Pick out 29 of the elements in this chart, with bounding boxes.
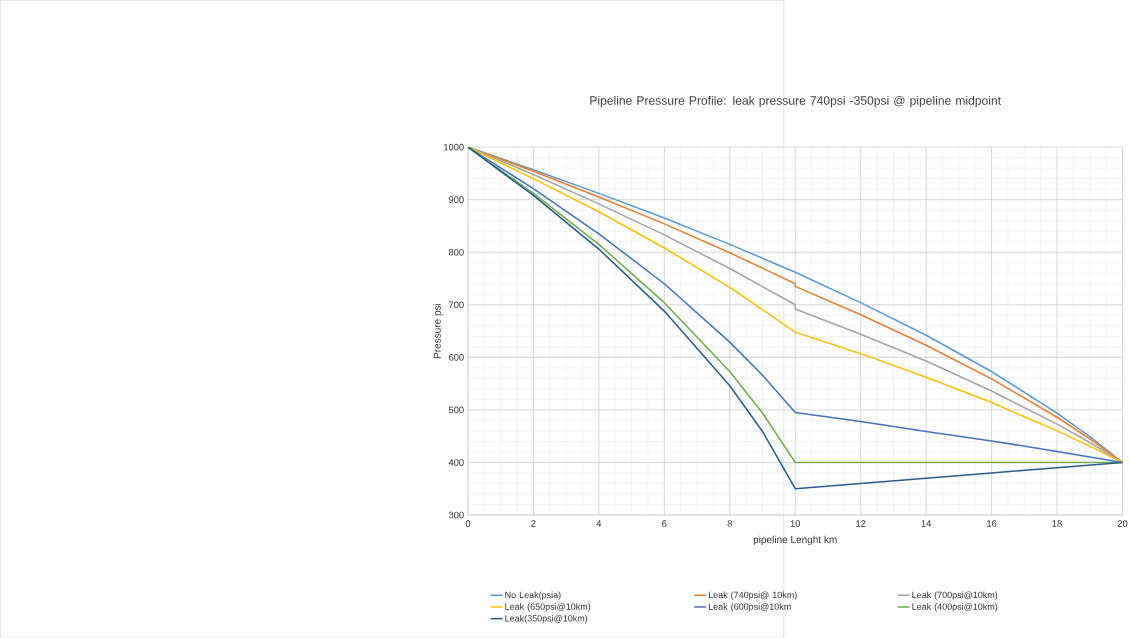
x-tick-label: 14 xyxy=(921,520,932,527)
y-tick-label: 700 xyxy=(449,301,464,308)
chart-title: Pipeline Pressure Profile: leak pressure 740psi -350psi @ pipeline midpoint xyxy=(590,95,1001,107)
legend-label: No Leak(psia) xyxy=(505,591,561,600)
legend-label: Leak (600psi@10km xyxy=(708,602,791,612)
legend-label: Leak (740psi@ 10km) xyxy=(708,591,797,600)
x-tick-label: 10 xyxy=(790,520,801,527)
y-tick-label: 800 xyxy=(448,248,464,256)
x-tick-label: 8 xyxy=(727,520,732,527)
x-tick-label: 6 xyxy=(662,520,667,527)
x-tick-label: 2 xyxy=(531,520,536,527)
y-tick-label: 400 xyxy=(448,458,464,466)
legend-label: Leak (400psi@10km) xyxy=(912,602,998,612)
x-tick-label: 18 xyxy=(1052,520,1062,527)
x-tick-label: 0 xyxy=(465,520,471,527)
y-tick-label: 1000 xyxy=(444,143,464,151)
y-axis-title: Pressure psi xyxy=(433,303,443,358)
legend-label: Leak (650psi@10km) xyxy=(505,602,591,612)
y-tick-label: 300 xyxy=(448,511,464,519)
legend-label: Leak (700psi@10km) xyxy=(912,591,998,600)
y-tick-label: 900 xyxy=(448,196,464,203)
x-tick-label: 4 xyxy=(596,520,602,527)
x-tick-label: 12 xyxy=(856,520,866,527)
y-tick-label: 500 xyxy=(448,406,464,413)
legend-label: Leak(350psi@10km) xyxy=(505,614,588,624)
y-tick-label: 600 xyxy=(449,353,464,361)
x-tick-label: 20 xyxy=(1117,520,1128,527)
x-tick-label: 16 xyxy=(987,520,997,527)
x-axis-title: pipeline Lenght km xyxy=(753,535,837,545)
